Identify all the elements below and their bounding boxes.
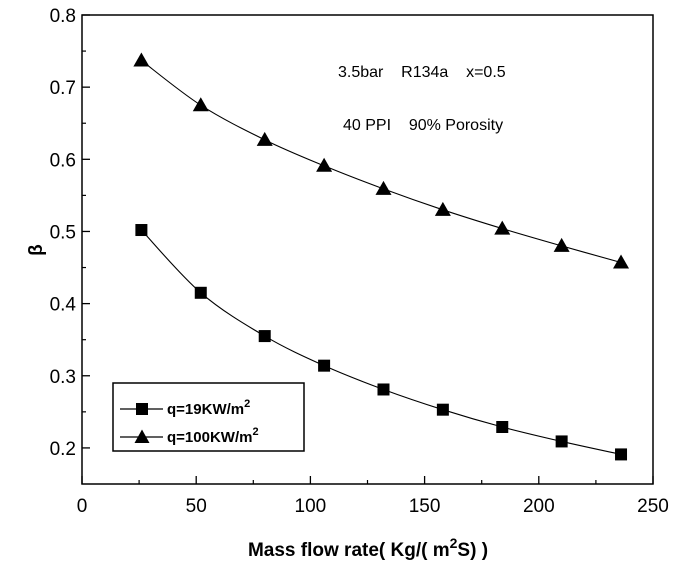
legend-label-q19-main: q=19KW/m [167,401,244,418]
series-triangle [133,52,630,269]
legend-label-q100: q=100KW/m2 [167,426,259,446]
data-point-square [555,435,568,448]
data-point-square [194,286,207,299]
x-tick-labels: 0 50 100 150 200 250 [77,496,669,517]
data-point-square [258,330,271,343]
data-point-square [436,403,449,416]
data-point-triangle [613,254,630,269]
series-square [135,224,628,461]
x-tick-label: 250 [637,496,669,517]
data-point-triangle [494,220,511,235]
series-layer [133,52,630,461]
tick-marks [81,14,654,484]
legend: q=19KW/m2 q=100KW/m2 [112,382,305,452]
legend-label-q19: q=19KW/m2 [167,398,250,418]
x-axis-title-sup: 2 [450,535,458,551]
y-tick-label: 0.8 [50,6,76,27]
x-axis-title-main: Mass flow rate( Kg/( m [248,540,450,561]
data-point-triangle [192,97,209,112]
data-point-triangle [375,180,392,195]
data-point-square [318,359,331,372]
y-tick-label: 0.3 [50,367,76,388]
series-line-triangle [141,60,622,264]
data-point-square [377,383,390,396]
x-tick-label: 200 [523,496,555,517]
data-point-square [135,224,148,237]
legend-label-q100-main: q=100KW/m [167,429,252,446]
data-point-triangle [553,237,570,252]
x-axis-title-tail: S) ) [457,540,488,561]
data-point-square [496,420,509,433]
y-tick-label: 0.4 [50,295,77,316]
y-tick-label: 0.5 [50,222,76,243]
x-tick-label: 150 [409,496,441,517]
x-tick-label: 100 [295,496,327,517]
x-tick-label: 50 [186,496,207,517]
y-tick-label: 0.7 [50,78,76,99]
data-point-square [615,448,628,461]
y-tick-label: 0.2 [50,439,76,460]
y-tick-label: 0.6 [50,150,76,171]
data-point-triangle [434,201,451,216]
legend-label-q19-sup: 2 [244,398,250,410]
x-tick-label: 0 [77,496,88,517]
annotation-conditions: 3.5bar R134a x=0.5 [338,64,506,81]
legend-label-q100-sup: 2 [252,426,258,438]
y-axis-title: β [26,244,47,256]
series-line-square [140,229,622,455]
data-point-triangle [256,131,273,146]
data-point-triangle [133,52,150,67]
legend-marker-triangle [134,429,150,443]
x-axis-title: Mass flow rate( Kg/( m2S) ) [248,535,488,561]
legend-marker-square [136,403,148,415]
annotation-foam: 40 PPI 90% Porosity [343,117,503,134]
data-point-triangle [316,157,333,172]
y-tick-labels: 0.2 0.3 0.4 0.5 0.6 0.7 0.8 [50,6,77,460]
